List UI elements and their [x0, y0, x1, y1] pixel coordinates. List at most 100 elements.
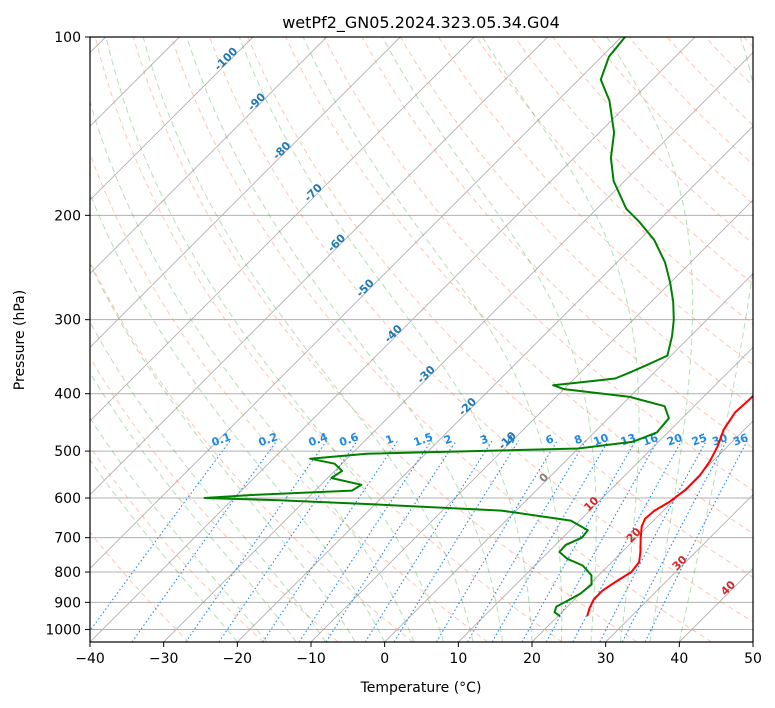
dry-adiabat — [247, 37, 753, 578]
mixing-ratio-line — [90, 440, 231, 632]
chart-title: wetPf2_GN05.2024.323.05.34.G04 — [282, 13, 560, 33]
mixing-ratio-line — [298, 440, 432, 642]
mixing-ratio-line — [262, 440, 399, 642]
mixing-ratio-line — [521, 440, 637, 642]
mixing-ratio-lines: 0.1 0.2 0.4 0.6 1 1.5 2 3 4 6 8 10 13 16 20 25 30 36 — [90, 430, 750, 642]
x-tick-label: 50 — [744, 651, 762, 667]
mixing-ratio-label: 6 — [544, 432, 556, 447]
x-tick-label: −40 — [75, 651, 105, 667]
dry-adiabat — [132, 37, 638, 642]
x-tick-label: 10 — [449, 651, 467, 667]
mixing-ratio-label: 2 — [442, 432, 454, 447]
mixing-ratio-label: 36 — [731, 431, 750, 449]
mixing-ratio-label: 16 — [641, 431, 660, 449]
moist-adiabat — [90, 262, 356, 642]
mixing-ratio-line — [185, 440, 328, 642]
y-tick-label: 600 — [54, 491, 81, 507]
isotherm-gridline — [90, 37, 254, 201]
dry-adiabat — [90, 356, 339, 642]
y-axis: 100 200 300 400 500 600 700 800 900 1000 — [45, 30, 90, 638]
moist-adiabat — [302, 37, 563, 642]
x-tick-label: 0 — [380, 651, 389, 667]
plot-frame — [89, 36, 754, 643]
y-tick-label: 400 — [54, 387, 81, 403]
y-tick-label: 900 — [54, 595, 81, 611]
temperature-profile-line — [586, 394, 753, 617]
dry-adiabat — [437, 37, 753, 366]
mixing-ratio-line — [491, 440, 609, 642]
mixing-ratio-label: 1 — [384, 432, 396, 447]
mixing-ratio-line — [545, 440, 659, 642]
isotherm-gridline — [605, 494, 753, 642]
moist-adiabat — [90, 192, 386, 642]
mixing-ratio-label: 0.1 — [210, 430, 233, 449]
dry-adiabat — [323, 37, 753, 491]
isotherm-gridline — [90, 37, 475, 422]
mixing-ratio-label: 0.6 — [338, 430, 361, 449]
dry-adiabat — [209, 37, 753, 623]
isotherm-gridline — [163, 52, 753, 642]
isotherm-gridline — [237, 125, 753, 642]
isotherm-gridline — [458, 346, 753, 642]
dry-adiabat — [90, 531, 190, 642]
mixing-ratio-line — [131, 440, 278, 642]
isotherm-gridline — [90, 37, 548, 496]
mixing-ratio-line — [364, 440, 493, 642]
mixing-ratio-label: 20 — [665, 431, 684, 449]
x-tick-label: 20 — [523, 651, 541, 667]
dry-adiabat — [399, 37, 753, 407]
dry-adiabat — [90, 260, 414, 642]
dewpoint-profile-line — [203, 37, 675, 618]
mixing-ratio-label: 0.4 — [307, 430, 330, 449]
moist-adiabat — [481, 37, 640, 642]
isotherm-gridline — [90, 37, 401, 348]
y-tick-label: 700 — [54, 531, 81, 547]
mixing-ratio-line — [325, 440, 457, 642]
y-axis-label: Pressure (hPa) — [12, 290, 28, 390]
dry-adiabat — [361, 37, 753, 449]
isotherm-gridline — [384, 273, 753, 642]
mixing-ratio-label: 0.2 — [257, 430, 280, 449]
mixing-ratio-line — [393, 440, 520, 642]
mixing-ratio-label: 4 — [505, 432, 517, 447]
mixing-ratio-line — [435, 440, 558, 642]
x-tick-label: −30 — [149, 651, 179, 667]
mixing-ratio-line — [644, 440, 748, 642]
moist-adiabat — [238, 37, 533, 642]
mixing-ratio-label: 25 — [690, 431, 709, 448]
moist-adiabat — [606, 37, 694, 642]
isotherm-gridline — [90, 37, 622, 569]
x-axis-label: Temperature (°C) — [360, 680, 482, 696]
mixing-ratio-label: 1.5 — [412, 430, 435, 449]
moist-adiabat — [90, 459, 238, 642]
x-tick-label: 40 — [670, 651, 688, 667]
moist-adiabat — [90, 321, 327, 642]
dry-adiabat — [94, 37, 563, 642]
isotherm-gridline — [310, 199, 753, 642]
moist-adiabat — [90, 417, 268, 642]
moist-adiabat — [186, 37, 503, 642]
moist-adiabat — [90, 371, 297, 642]
y-tick-label: 200 — [54, 208, 81, 224]
mixing-ratio-label: 8 — [572, 432, 584, 447]
moist-adiabat — [105, 37, 445, 642]
mixing-ratio-line — [572, 440, 683, 642]
moist-adiabat — [678, 37, 753, 642]
mixing-ratio-label: 13 — [619, 431, 638, 448]
x-tick-label: 30 — [597, 651, 615, 667]
y-tick-label: 500 — [54, 444, 81, 460]
y-tick-label: 300 — [54, 313, 81, 329]
mixing-ratio-line — [467, 440, 587, 642]
moist-adiabat — [142, 37, 474, 642]
isotherm-gridline — [90, 37, 327, 275]
x-tick-label: −10 — [296, 651, 326, 667]
moist-adiabat — [90, 99, 415, 642]
x-axis: −40 −30 −20 −10 0 10 20 30 40 50 — [75, 642, 762, 667]
y-tick-label: 100 — [54, 30, 81, 46]
isotherm-gridline — [90, 37, 696, 642]
dry-adiabat — [285, 37, 753, 535]
isotherm-gridline — [531, 420, 753, 642]
y-tick-label: 1000 — [45, 622, 81, 638]
